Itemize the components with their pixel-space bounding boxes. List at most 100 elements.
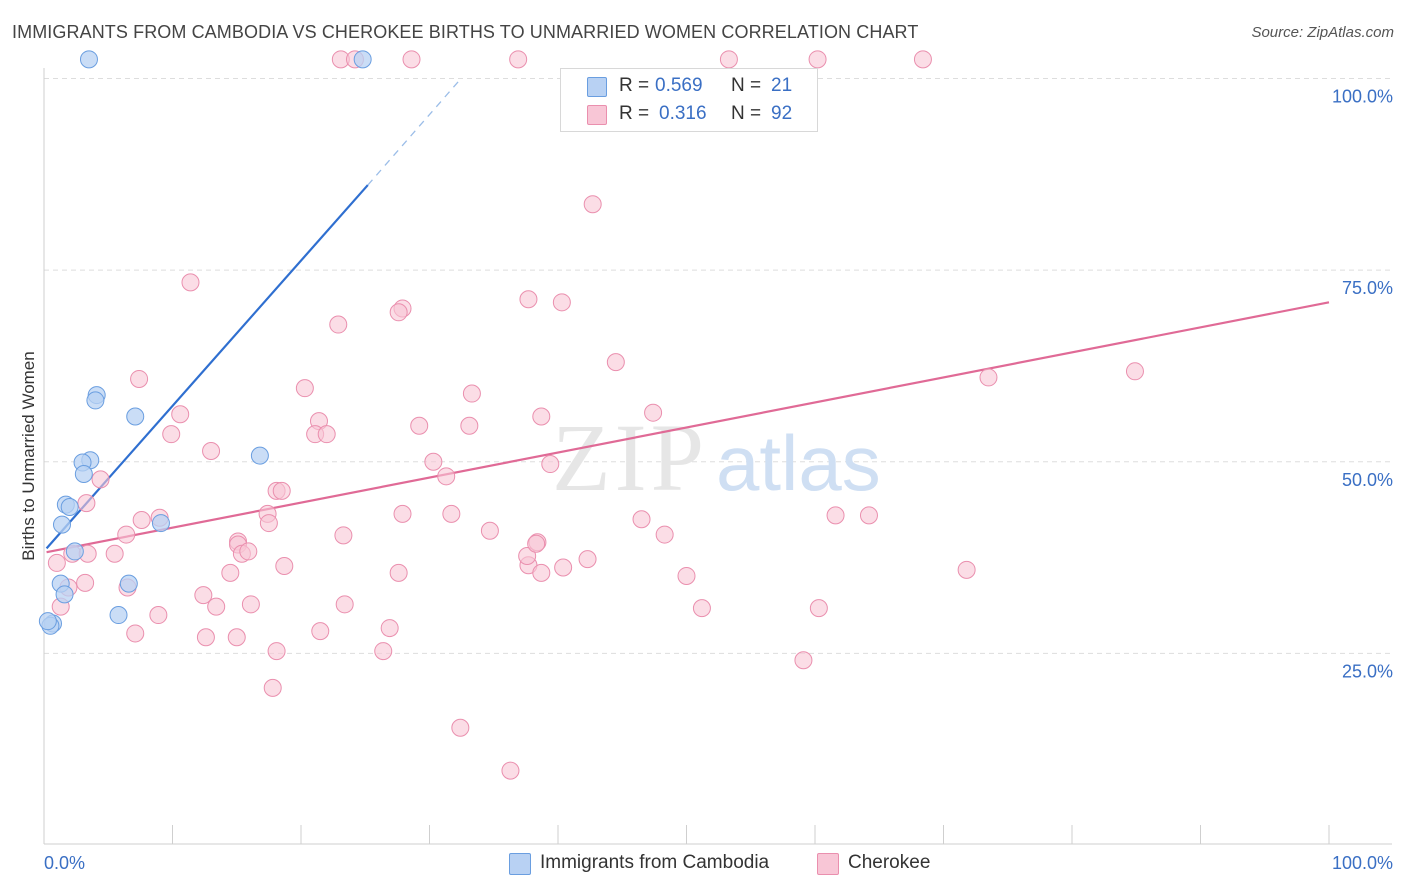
- cherokee-point: [227, 628, 246, 647]
- cherokee-point: [554, 558, 573, 577]
- cherokee-point: [519, 290, 538, 309]
- cherokee-point: [221, 563, 240, 582]
- cambodia-swatch: [587, 77, 607, 97]
- cherokee-point: [578, 550, 597, 569]
- cherokee-point: [393, 504, 412, 523]
- cherokee-point: [451, 718, 470, 737]
- cherokee-point: [132, 511, 151, 530]
- cherokee-point: [91, 470, 110, 489]
- cherokee-point: [979, 368, 998, 387]
- cherokee-point: [239, 542, 258, 561]
- cambodia-trend-extension: [367, 80, 460, 186]
- watermark-zip: ZIP: [552, 404, 708, 511]
- cambodia-point: [250, 446, 269, 465]
- cambodia-point: [353, 50, 372, 69]
- cherokee-point: [263, 678, 282, 697]
- cherokee-point: [105, 544, 124, 563]
- cherokee-point: [267, 642, 286, 661]
- cherokee-point: [47, 553, 66, 572]
- cherokee-point: [196, 628, 215, 647]
- cherokee-point: [460, 416, 479, 435]
- legend-row-cherokee: R = 0.316 N = 92: [561, 100, 817, 128]
- cherokee-point: [207, 597, 226, 616]
- y-tick-label: 50.0%: [1342, 470, 1393, 490]
- cherokee-point: [794, 651, 813, 670]
- cherokee-r-value: 0.316: [659, 103, 707, 124]
- cambodia-point: [55, 585, 74, 604]
- cherokee-point: [311, 622, 330, 641]
- cherokee-point: [826, 506, 845, 525]
- cherokee-point: [437, 467, 456, 486]
- source-credit: Source: ZipAtlas.com: [1251, 24, 1394, 41]
- cherokee-point: [126, 624, 145, 643]
- x-tick-label-max: 100.0%: [1332, 853, 1393, 873]
- cherokee-point: [583, 195, 602, 214]
- y-axis-title: Births to Unmarried Women: [19, 351, 38, 560]
- cambodia-trend-line: [45, 184, 369, 550]
- cherokee-point: [541, 455, 560, 474]
- cherokee-point: [424, 452, 443, 471]
- cherokee-point: [644, 403, 663, 422]
- cherokee-point: [442, 504, 461, 523]
- cherokee-point: [527, 534, 546, 553]
- cambodia-n-value: 21: [771, 75, 793, 96]
- cherokee-point: [532, 407, 551, 426]
- cherokee-point: [380, 619, 399, 638]
- cherokee-point: [329, 315, 348, 334]
- cambodia-point: [109, 606, 128, 625]
- cherokee-point: [202, 442, 221, 461]
- cherokee-point: [632, 510, 651, 529]
- cherokee-point: [501, 761, 520, 780]
- cherokee-point: [374, 642, 393, 661]
- y-tick-label: 25.0%: [1342, 661, 1393, 681]
- legend-cambodia-swatch: [509, 853, 531, 875]
- cherokee-point: [518, 547, 537, 566]
- cherokee-point: [171, 405, 190, 424]
- cherokee-trend-line: [46, 301, 1330, 554]
- cherokee-point: [275, 556, 294, 575]
- cherokee-point: [402, 50, 421, 69]
- cherokee-point: [149, 606, 168, 625]
- cherokee-point: [130, 369, 149, 388]
- chart-title: IMMIGRANTS FROM CAMBODIA VS CHEROKEE BIR…: [12, 22, 919, 42]
- cherokee-point: [76, 573, 95, 592]
- cherokee-point: [552, 293, 571, 312]
- legend-cherokee-label: Cherokee: [848, 852, 931, 873]
- cherokee-point: [117, 525, 136, 544]
- cherokee-point: [808, 50, 827, 69]
- cherokee-point: [957, 560, 976, 579]
- cherokee-point: [389, 303, 408, 322]
- cherokee-point: [389, 563, 408, 582]
- cherokee-point: [655, 525, 674, 544]
- axes: [43, 68, 1392, 845]
- watermark-atlas: atlas: [716, 419, 881, 507]
- cherokee-point: [859, 506, 878, 525]
- cherokee-point: [410, 416, 429, 435]
- x-tick-label-min: 0.0%: [44, 853, 85, 873]
- cambodia-point: [126, 407, 145, 426]
- n-label: N =: [731, 103, 762, 124]
- cherokee-point: [295, 379, 314, 398]
- cherokee-point: [913, 50, 932, 69]
- cherokee-point: [677, 566, 696, 585]
- cherokee-point: [809, 599, 828, 618]
- cambodia-r-value: 0.569: [655, 75, 703, 96]
- cherokee-n-value: 92: [771, 103, 793, 124]
- cambodia-point: [65, 542, 84, 561]
- cherokee-point: [606, 353, 625, 372]
- cambodia-point: [79, 50, 98, 69]
- cherokee-point: [692, 599, 711, 618]
- cherokee-point: [480, 521, 499, 540]
- cherokee-point: [272, 481, 291, 500]
- cherokee-point: [259, 514, 278, 533]
- y-tick-label: 100.0%: [1332, 87, 1393, 107]
- legend-cherokee-swatch: [817, 853, 839, 875]
- cambodia-point: [74, 465, 93, 484]
- axis-labels: 25.0% 50.0% 75.0% 100.0% 0.0% 100.0% Births to…: [19, 87, 1393, 874]
- cherokee-point: [317, 425, 336, 444]
- cherokee-point: [462, 384, 481, 403]
- grid-lines: [44, 78, 1392, 654]
- cherokee-point: [241, 595, 260, 614]
- cambodia-point: [60, 497, 79, 516]
